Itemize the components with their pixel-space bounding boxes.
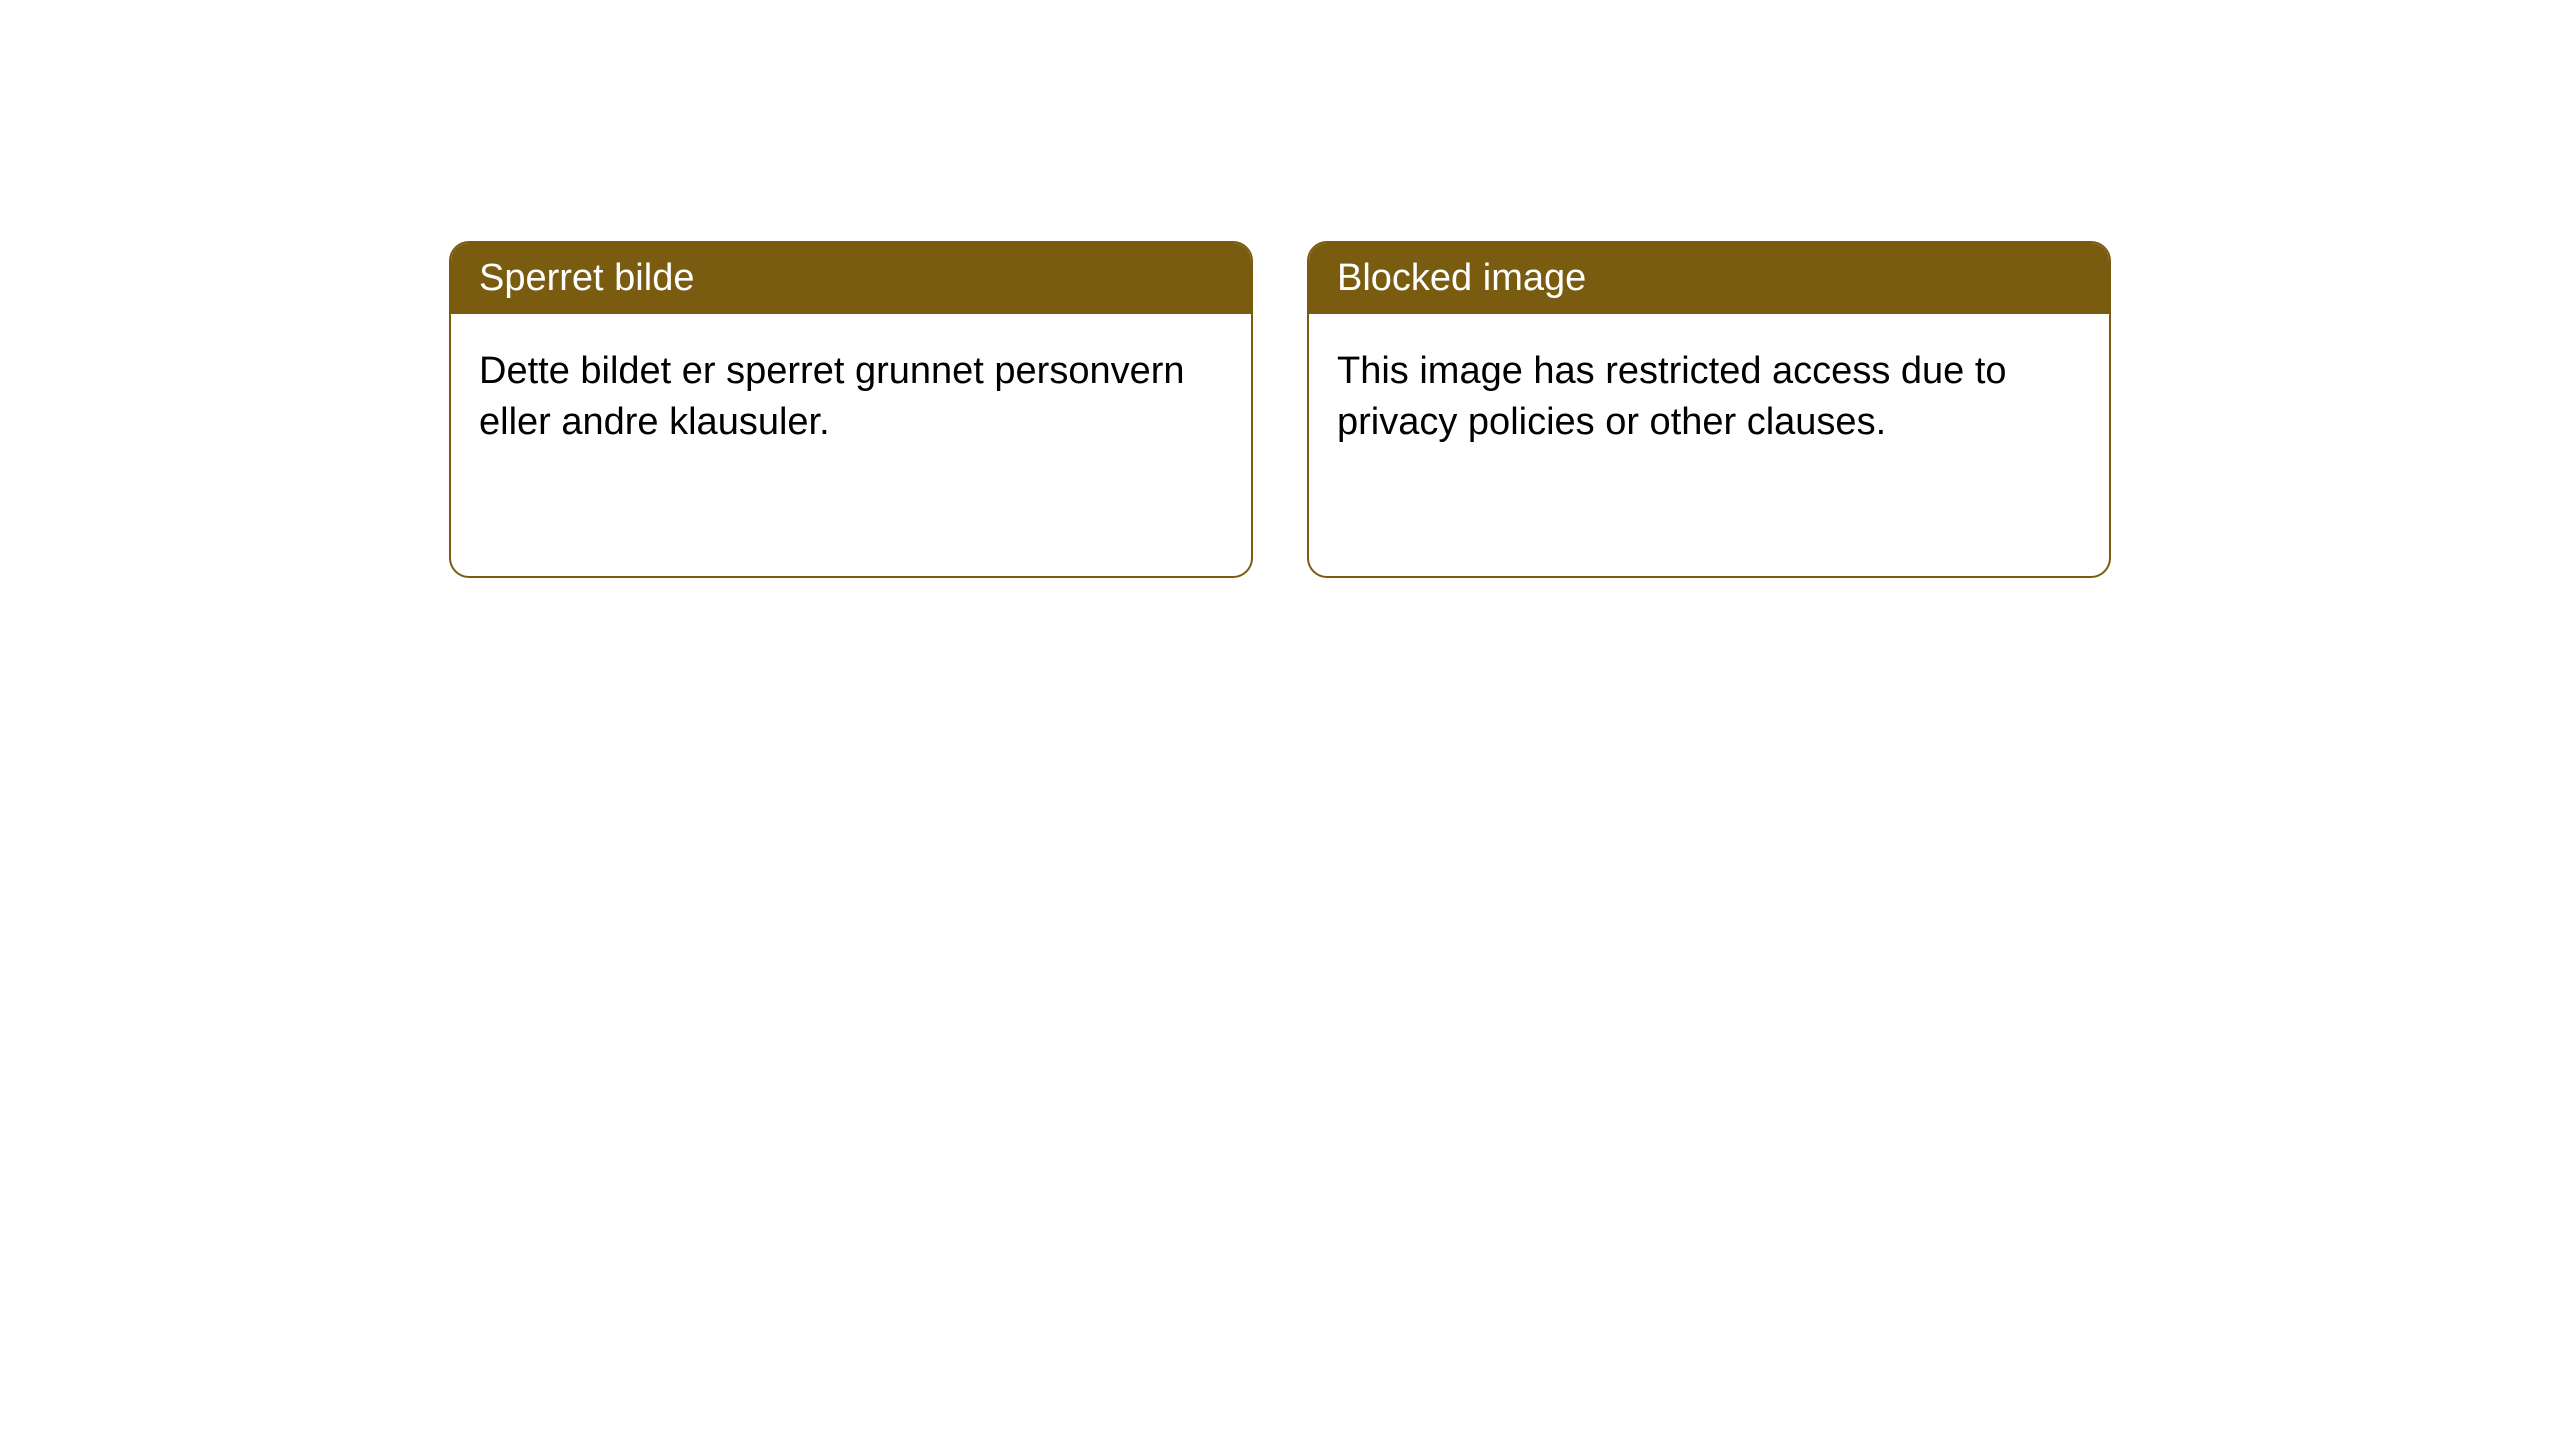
notice-body-english: This image has restricted access due to …: [1309, 314, 2109, 481]
notice-container: Sperret bilde Dette bildet er sperret gr…: [449, 241, 2111, 578]
notice-card-norwegian: Sperret bilde Dette bildet er sperret gr…: [449, 241, 1253, 578]
notice-title-norwegian: Sperret bilde: [451, 243, 1251, 314]
notice-card-english: Blocked image This image has restricted …: [1307, 241, 2111, 578]
notice-title-english: Blocked image: [1309, 243, 2109, 314]
notice-body-norwegian: Dette bildet er sperret grunnet personve…: [451, 314, 1251, 481]
